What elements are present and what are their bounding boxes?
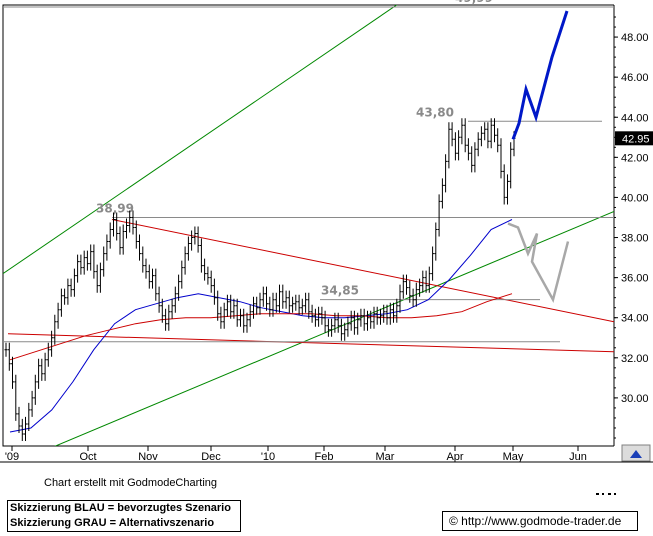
x-tick-label: May [503, 451, 524, 463]
green-channel-lower [54, 211, 614, 446]
y-tick-label: 46.00 [621, 72, 649, 84]
x-tick-label: Jun [569, 451, 587, 463]
y-tick-label: 34.00 [621, 313, 649, 325]
x-tick-label: Nov [138, 451, 158, 463]
x-tick-label: Apr [446, 451, 463, 463]
price-bars [4, 118, 516, 441]
level-label: 38,99 [96, 201, 134, 215]
y-tick-label: 44.00 [621, 112, 649, 124]
deco-dot [608, 493, 611, 495]
current-price-box [615, 131, 653, 146]
moving-average-long-line [9, 293, 513, 361]
level-label: 49,99 [455, 0, 493, 5]
y-tick-label: 30.00 [621, 393, 649, 405]
source-link[interactable]: © http://www.godmode-trader.de [442, 511, 638, 531]
grey-scenario-sketch [507, 222, 570, 304]
y-tick-label: 42.00 [621, 152, 649, 164]
y-axis-ticks: 30.00 32.00 34.00 36.00 38.00 40.00 42.00 44.00… [614, 16, 653, 439]
y-axis-panel [614, 0, 653, 462]
x-tick-label: Oct [79, 451, 96, 463]
scenario-legend: Skizzierung BLAU = bevorzugtes Szenario … [7, 500, 241, 532]
legend-grey-scenario: Skizzierung GRAU = Alternativszenario [10, 517, 215, 529]
x-tick-label: Feb [315, 451, 334, 463]
chart-axes [0, 0, 653, 463]
chart-scroll-button[interactable] [621, 444, 651, 462]
chart-credit: Chart erstellt mit GodmodeCharting [44, 477, 218, 489]
deco-dot [596, 493, 599, 495]
x-tick-label: Mar [376, 451, 395, 463]
plot-area [2, 4, 615, 447]
green-channel-upper [3, 5, 398, 275]
x-tick-label: '10 [261, 451, 275, 463]
current-price-label: 42.95 [622, 133, 650, 145]
chart-marks: 49,99 43,80 38,99 34,85 [3, 0, 614, 446]
level-label: 34,85 [321, 284, 359, 298]
deco-dot [602, 493, 604, 495]
deco-dot [614, 493, 616, 495]
red-support-line [7, 333, 614, 353]
y-tick-label: 36.00 [621, 273, 649, 285]
y-tick-label: 40.00 [621, 192, 649, 204]
x-tick-label: Dec [201, 451, 221, 463]
moving-average-short-line [9, 219, 513, 433]
y-tick-label: 32.00 [621, 353, 649, 365]
level-label: 43,80 [416, 105, 454, 119]
blue-scenario-sketch [511, 10, 569, 140]
x-axis-ticks: '09 Oct Nov Dec '10 Feb Mar Apr May Jun [5, 446, 587, 463]
y-tick-label: 48.00 [621, 32, 649, 44]
x-tick-label: '09 [5, 451, 19, 463]
legend-blue-scenario: Skizzierung BLAU = bevorzugtes Szenario [10, 502, 231, 514]
y-tick-label: 38.00 [621, 233, 649, 245]
scroll-arrow-icon [630, 450, 642, 458]
red-downtrend-line [111, 218, 614, 323]
